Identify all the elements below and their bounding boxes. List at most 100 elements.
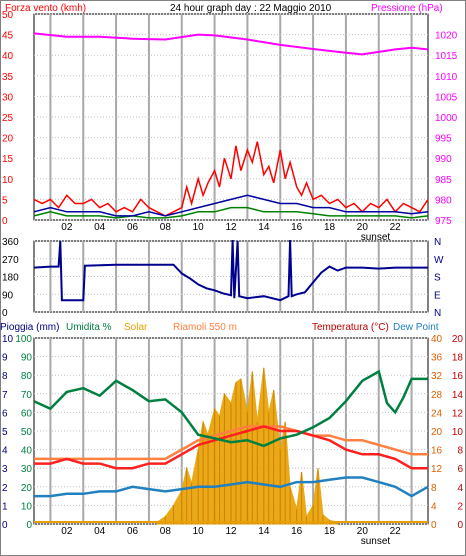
- y-tick-wind-speed: 25: [2, 113, 14, 124]
- y-tick-humidity: 60: [21, 408, 33, 419]
- y-tick-dewpoint: 4: [457, 483, 463, 494]
- y-tick-temperature: 0: [431, 520, 437, 531]
- y-tick-wind-speed: 40: [2, 51, 14, 62]
- y-tick-pressure: 985: [435, 175, 452, 186]
- x-tick-label: 18: [324, 222, 336, 233]
- y-tick-wind-speed: 15: [2, 154, 14, 165]
- rain-axis-title: Pioggia (mm): [0, 322, 59, 333]
- x-tick-label: 20: [357, 222, 369, 233]
- y-tick-wind-speed: 30: [2, 92, 14, 103]
- y-tick-temperature: 12: [431, 464, 443, 475]
- y-tick-temperature: 24: [431, 408, 443, 419]
- x-tick-label: 20: [357, 526, 369, 537]
- y-tick-rain: 10: [2, 334, 14, 345]
- y-tick-direction-degrees: 180: [2, 273, 19, 284]
- y-tick-dewpoint: 14: [452, 390, 464, 401]
- series-humidity-line: [33, 369, 428, 448]
- rain-humidity-temperature-panel: 0123456789100102030405060708090100048121…: [2, 334, 463, 547]
- y-tick-pressure: 980: [435, 195, 452, 206]
- x-tick-label: 18: [324, 526, 336, 537]
- y-tick-temperature: 28: [431, 390, 443, 401]
- x-tick-label: 16: [291, 222, 303, 233]
- x-tick-label: 22: [390, 526, 402, 537]
- y-tick-dewpoint: 20: [452, 334, 464, 345]
- wind-speed-axis-title: Forza vento (kmh): [5, 3, 86, 14]
- y-tick-dewpoint: 16: [452, 371, 464, 382]
- y-tick-rain: 0: [2, 520, 8, 531]
- y-tick-rain: 3: [2, 464, 8, 475]
- y-tick-pressure: 1015: [435, 51, 458, 62]
- y-tick-pressure: 975: [435, 216, 452, 227]
- y-tick-pressure: 990: [435, 154, 452, 165]
- y-tick-compass: S: [434, 273, 441, 284]
- y-tick-pressure: 1005: [435, 92, 458, 103]
- x-tick-label: 08: [160, 222, 172, 233]
- x-tick-label: 10: [193, 526, 205, 537]
- series-dewpoint-line: [34, 476, 429, 498]
- sunset-marker: sunset: [361, 232, 391, 243]
- x-tick-label: 02: [61, 222, 73, 233]
- x-tick-label: 12: [225, 222, 237, 233]
- y-tick-humidity: 100: [15, 334, 32, 345]
- y-tick-dewpoint: 18: [452, 353, 464, 364]
- y-tick-temperature: 20: [431, 427, 443, 438]
- sunset-marker: sunset: [361, 536, 391, 547]
- y-tick-wind-speed: 45: [2, 31, 14, 42]
- y-tick-wind-speed: 50: [2, 10, 14, 21]
- temperature-axis-title: Temperatura (°C): [312, 322, 389, 333]
- y-tick-pressure: 1010: [435, 72, 458, 83]
- y-tick-humidity: 90: [21, 353, 33, 364]
- series-temperature-line: [34, 425, 428, 470]
- series-wind-avg-line: [33, 194, 429, 217]
- x-tick-label: 02: [61, 526, 73, 537]
- y-tick-rain: 4: [2, 446, 8, 457]
- wind-pressure-panel: 0510152025303540455097598098599099510001…: [2, 10, 458, 243]
- y-tick-rain: 1: [2, 501, 8, 512]
- y-tick-dewpoint: 12: [452, 408, 464, 419]
- x-tick-label: 14: [258, 222, 270, 233]
- series-wind-green-line: [33, 206, 429, 219]
- x-tick-label: 12: [225, 526, 237, 537]
- y-tick-dewpoint: 6: [457, 464, 463, 475]
- x-tick-label: 06: [127, 526, 139, 537]
- y-tick-humidity: 10: [21, 501, 33, 512]
- y-tick-rain: 7: [2, 390, 8, 401]
- humidity-axis-title: Umidita %: [66, 322, 112, 333]
- y-tick-dewpoint: 0: [457, 520, 463, 531]
- y-tick-pressure: 1020: [435, 31, 458, 42]
- y-tick-humidity: 70: [21, 390, 33, 401]
- y-tick-humidity: 0: [26, 520, 32, 531]
- y-tick-compass: E: [434, 290, 441, 301]
- plot-area-wind-pressure: [33, 13, 429, 221]
- y-tick-wind-speed: 0: [2, 216, 8, 227]
- pressure-axis-title: Pressione (hPa): [371, 3, 443, 14]
- series-pressure-line: [33, 32, 429, 56]
- y-tick-rain: 5: [2, 427, 8, 438]
- y-tick-temperature: 16: [431, 446, 443, 457]
- x-tick-label: 04: [94, 222, 106, 233]
- y-tick-temperature: 40: [431, 334, 443, 345]
- y-tick-compass: N: [434, 237, 441, 248]
- y-tick-direction-degrees: 360: [2, 237, 19, 248]
- solar-title: Solar: [124, 322, 148, 333]
- y-tick-wind-speed: 20: [2, 134, 14, 145]
- y-tick-rain: 8: [2, 371, 8, 382]
- y-tick-humidity: 20: [21, 483, 33, 494]
- y-tick-dewpoint: 2: [457, 501, 463, 512]
- x-tick-label: 06: [127, 222, 139, 233]
- y-tick-compass: N: [434, 308, 441, 319]
- x-tick-label: 08: [160, 526, 172, 537]
- x-tick-label: 04: [94, 526, 106, 537]
- riamoli-title: Riamoli 550 m: [173, 322, 237, 333]
- y-tick-direction-degrees: 0: [2, 308, 8, 319]
- y-tick-direction-degrees: 270: [2, 255, 19, 266]
- y-tick-temperature: 4: [431, 501, 437, 512]
- y-tick-temperature: 36: [431, 353, 443, 364]
- y-tick-pressure: 1000: [435, 113, 458, 124]
- x-tick-label: 10: [193, 222, 205, 233]
- x-tick-label: 14: [258, 526, 270, 537]
- x-tick-label: 22: [390, 222, 402, 233]
